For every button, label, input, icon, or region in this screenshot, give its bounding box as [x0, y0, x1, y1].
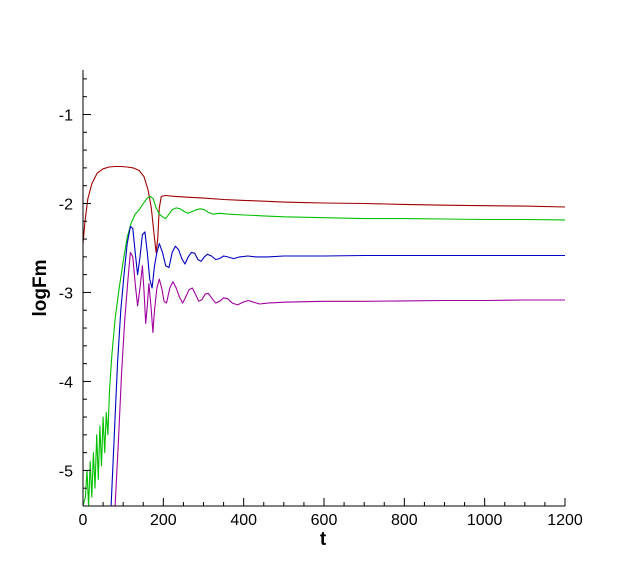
x-tick-label: 1000: [467, 512, 503, 529]
x-tick-label: 800: [391, 512, 418, 529]
series-layer: [83, 165, 565, 506]
x-tick-label: 0: [79, 512, 88, 529]
y-tick-label: -5: [59, 463, 73, 480]
labels-layer: 0 200 400 600 800 1000 1200 -5 -4 -3 -2 -1: [59, 107, 583, 529]
y-tick-label: -3: [59, 285, 73, 302]
series-line-3: [110, 226, 565, 506]
x-tick-label: 600: [311, 512, 338, 529]
x-axis-title: t: [320, 529, 327, 550]
y-axis-title: logFm: [30, 260, 51, 317]
series-line-4: [114, 251, 565, 506]
axes-layer: [82, 70, 566, 507]
x-tick-label: 200: [150, 512, 177, 529]
x-tick-label: 1200: [547, 512, 583, 529]
y-tick-label: -2: [59, 196, 73, 213]
x-tick-label: 400: [230, 512, 257, 529]
y-tick-label: -4: [59, 374, 73, 391]
y-tick-label: -1: [59, 107, 73, 124]
series-line-1: [83, 165, 565, 253]
series-line-2: [83, 195, 565, 506]
